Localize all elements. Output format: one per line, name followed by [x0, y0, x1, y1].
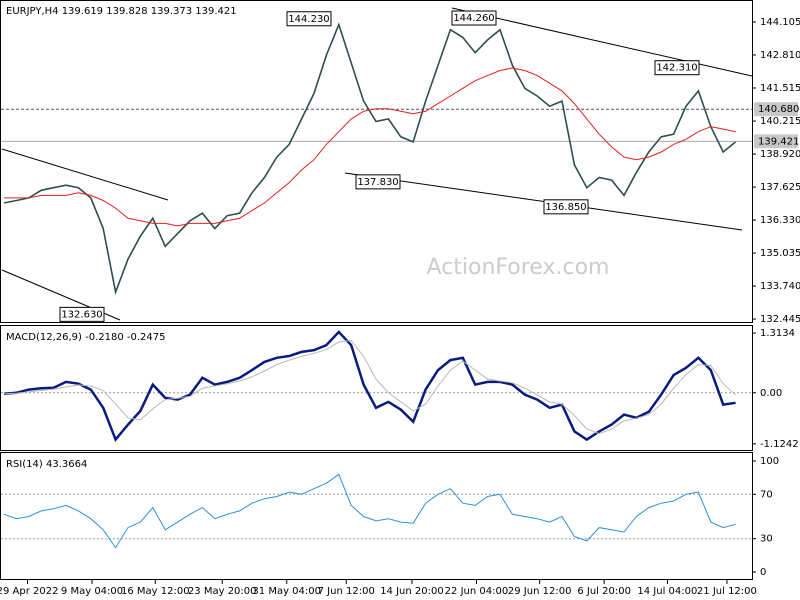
y-tick-label: 144.105 [760, 17, 800, 28]
x-tick-label: 9 May 04:00 [61, 586, 123, 597]
y-tick-label: 1.3134 [760, 328, 795, 339]
y-tick-label: 0 [760, 567, 766, 578]
panel-title: MACD(12,26,9) -0.2180 -0.2475 [6, 332, 166, 343]
annotation-label: 132.630 [61, 309, 102, 320]
y-tick-label: 138.920 [760, 149, 800, 160]
panel-title: RSI(14) 43.3664 [6, 459, 87, 470]
trendline [1, 148, 169, 201]
annotation-label: 136.850 [545, 202, 586, 213]
y-tick-label: 142.810 [760, 50, 800, 61]
rsi-panel [0, 452, 753, 580]
x-tick-label: 7 Jun 12:00 [318, 586, 375, 597]
y-tick-label: 0.00 [760, 388, 782, 399]
y-tick-label: 141.515 [760, 83, 800, 94]
annotation-label: 137.830 [357, 177, 398, 188]
annotation-label: 144.230 [288, 14, 329, 25]
y-tick-label: -1.1242 [760, 439, 799, 450]
macd-panel [0, 325, 753, 451]
x-tick-label: 16 May 12:00 [121, 586, 190, 597]
series-line [4, 67, 736, 227]
annotation-label: 144.260 [453, 13, 494, 24]
y-tick-label: 70 [760, 489, 773, 500]
watermark: ActionForex.com [427, 255, 610, 280]
y-tick-label: 132.445 [760, 314, 800, 325]
series-line [3, 339, 736, 435]
y-tick-label: 135.035 [760, 248, 800, 259]
price-panel [0, 0, 753, 323]
y-tick-label: 30 [760, 534, 773, 545]
price-box [754, 134, 798, 149]
x-tick-label: 31 May 04:00 [252, 586, 321, 597]
y-tick-label: 100 [760, 456, 779, 467]
y-tick-label: 137.625 [760, 182, 800, 193]
series-line [3, 22, 737, 296]
annotation-box [451, 10, 497, 26]
series-line [3, 473, 736, 549]
price-label: 139.421 [758, 136, 799, 147]
level-label: 140.680 [758, 104, 799, 115]
level-box [754, 102, 798, 117]
y-tick-label: 140.215 [760, 116, 800, 127]
series-line [3, 330, 736, 443]
x-tick-label: 14 Jul 04:00 [637, 586, 697, 597]
trendline [451, 7, 753, 77]
x-tick-label: 6 Jul 20:00 [577, 586, 631, 597]
x-tick-label: 23 May 20:00 [188, 586, 257, 597]
x-tick-label: 21 Jul 12:00 [697, 586, 757, 597]
annotation-box [654, 60, 700, 76]
annotation-box [355, 174, 401, 190]
annotation-box [59, 306, 105, 322]
x-tick-label: 22 Jun 04:00 [445, 586, 509, 597]
x-tick-label: 14 Jun 20:00 [380, 586, 444, 597]
y-tick-label: 136.330 [760, 215, 800, 226]
x-tick-label: 29 Jun 12:00 [508, 586, 572, 597]
annotation-box [286, 11, 332, 27]
annotation-label: 142.310 [656, 63, 697, 74]
panel-title: EURJPY,H4 139.619 139.828 139.373 139.42… [6, 6, 237, 17]
y-tick-label: 133.740 [760, 281, 800, 292]
annotation-box [543, 199, 589, 215]
x-tick-label: 29 Apr 2022 [0, 586, 58, 597]
